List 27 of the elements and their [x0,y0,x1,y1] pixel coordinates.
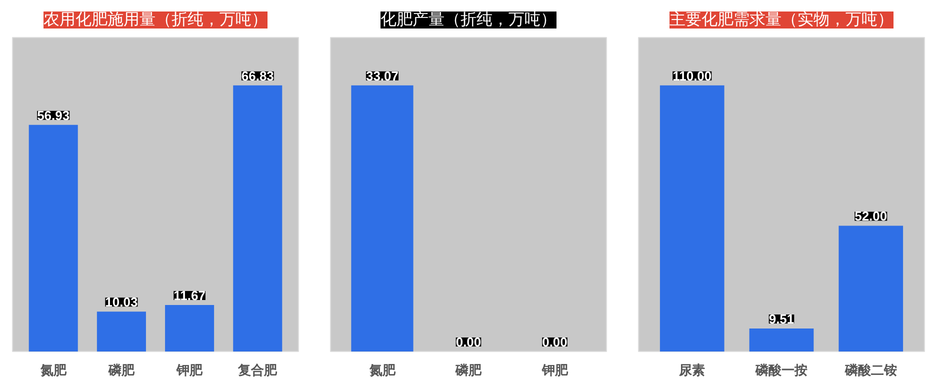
data-label: 52.00 [854,208,888,224]
bar [28,124,78,352]
x-tick-label: 钾肥 [540,362,569,378]
x-tick-label: 磷肥 [107,362,136,378]
chart-title: 主要化肥需求量（实物，万吨） [670,10,894,28]
chart-title: 农用化肥施用量（折纯，万吨） [44,10,268,28]
data-label: 10.03 [105,294,138,310]
chart-title: 化肥产量（折纯，万吨） [380,10,556,28]
data-label: 33.07 [366,68,399,84]
data-label: 11.67 [174,288,206,304]
data-label: 9.51 [768,311,794,326]
x-tick-label: 复合肥 [237,362,278,378]
bar [96,312,146,352]
bar [165,305,214,352]
data-label: 66.83 [241,68,274,84]
x-tick-label: 磷酸二铵 [844,362,897,378]
x-tick-label: 钾肥 [176,362,204,378]
data-label: 110.00 [672,68,712,84]
x-tick-label: 磷肥 [454,362,482,378]
data-label: 0.00 [456,334,482,350]
x-tick-label: 氮肥 [368,362,396,378]
x-tick-label: 氮肥 [39,362,68,378]
data-label: 56.93 [37,108,70,123]
x-tick-label: 磷酸一按 [754,362,808,378]
bar [233,85,282,352]
data-label: 0.00 [542,334,568,350]
x-tick-label: 尿素 [678,362,706,378]
